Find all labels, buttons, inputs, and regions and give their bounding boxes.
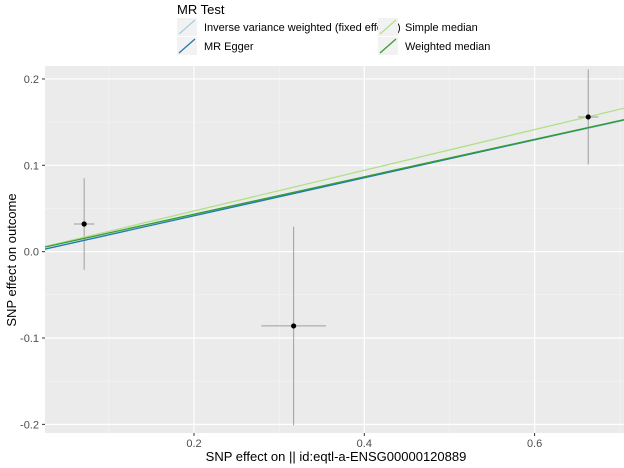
y-tick-label: 0.1 — [24, 160, 39, 172]
legend-key-line — [178, 19, 196, 35]
legend-key-line — [178, 38, 196, 54]
x-tick-label: 0.2 — [186, 438, 201, 450]
regression-line — [45, 119, 624, 248]
x-axis: 0.2 0.4 0.6 — [186, 433, 542, 450]
grid-minor — [45, 66, 624, 433]
y-tick-label: 0.2 — [24, 74, 39, 86]
y-tick-label: 0.0 — [24, 247, 39, 259]
y-axis-title: SNP effect on outcome — [4, 193, 19, 326]
y-axis: -0.2 -0.1 0.0 0.1 0.2 — [20, 74, 45, 431]
x-axis-title: SNP effect on || id:eqtl-a-ENSG000001208… — [206, 449, 467, 464]
legend-label: MR Egger — [204, 41, 254, 53]
legend-entries: Inverse variance weighted (fixed effects… — [177, 18, 490, 55]
plot-panel — [45, 66, 624, 433]
data-point — [81, 221, 87, 227]
legend-key-line — [379, 19, 397, 35]
legend-label: Inverse variance weighted (fixed effects… — [204, 22, 401, 34]
legend-label: Weighted median — [405, 41, 490, 53]
data-point — [585, 114, 591, 120]
legend-key-line — [379, 38, 397, 54]
legend-label: Simple median — [405, 22, 478, 34]
regression-line — [45, 107, 624, 248]
y-tick-label: -0.2 — [20, 419, 39, 431]
x-tick-label: 0.6 — [527, 438, 542, 450]
legend-title: MR Test — [177, 2, 225, 17]
legend: MR Test Inverse variance weighted (fixed… — [177, 2, 490, 55]
x-tick-label: 0.4 — [357, 438, 372, 450]
data-point — [291, 323, 297, 329]
grid-major — [45, 66, 624, 433]
plot-content — [45, 69, 624, 426]
y-tick-label: -0.1 — [20, 333, 39, 345]
